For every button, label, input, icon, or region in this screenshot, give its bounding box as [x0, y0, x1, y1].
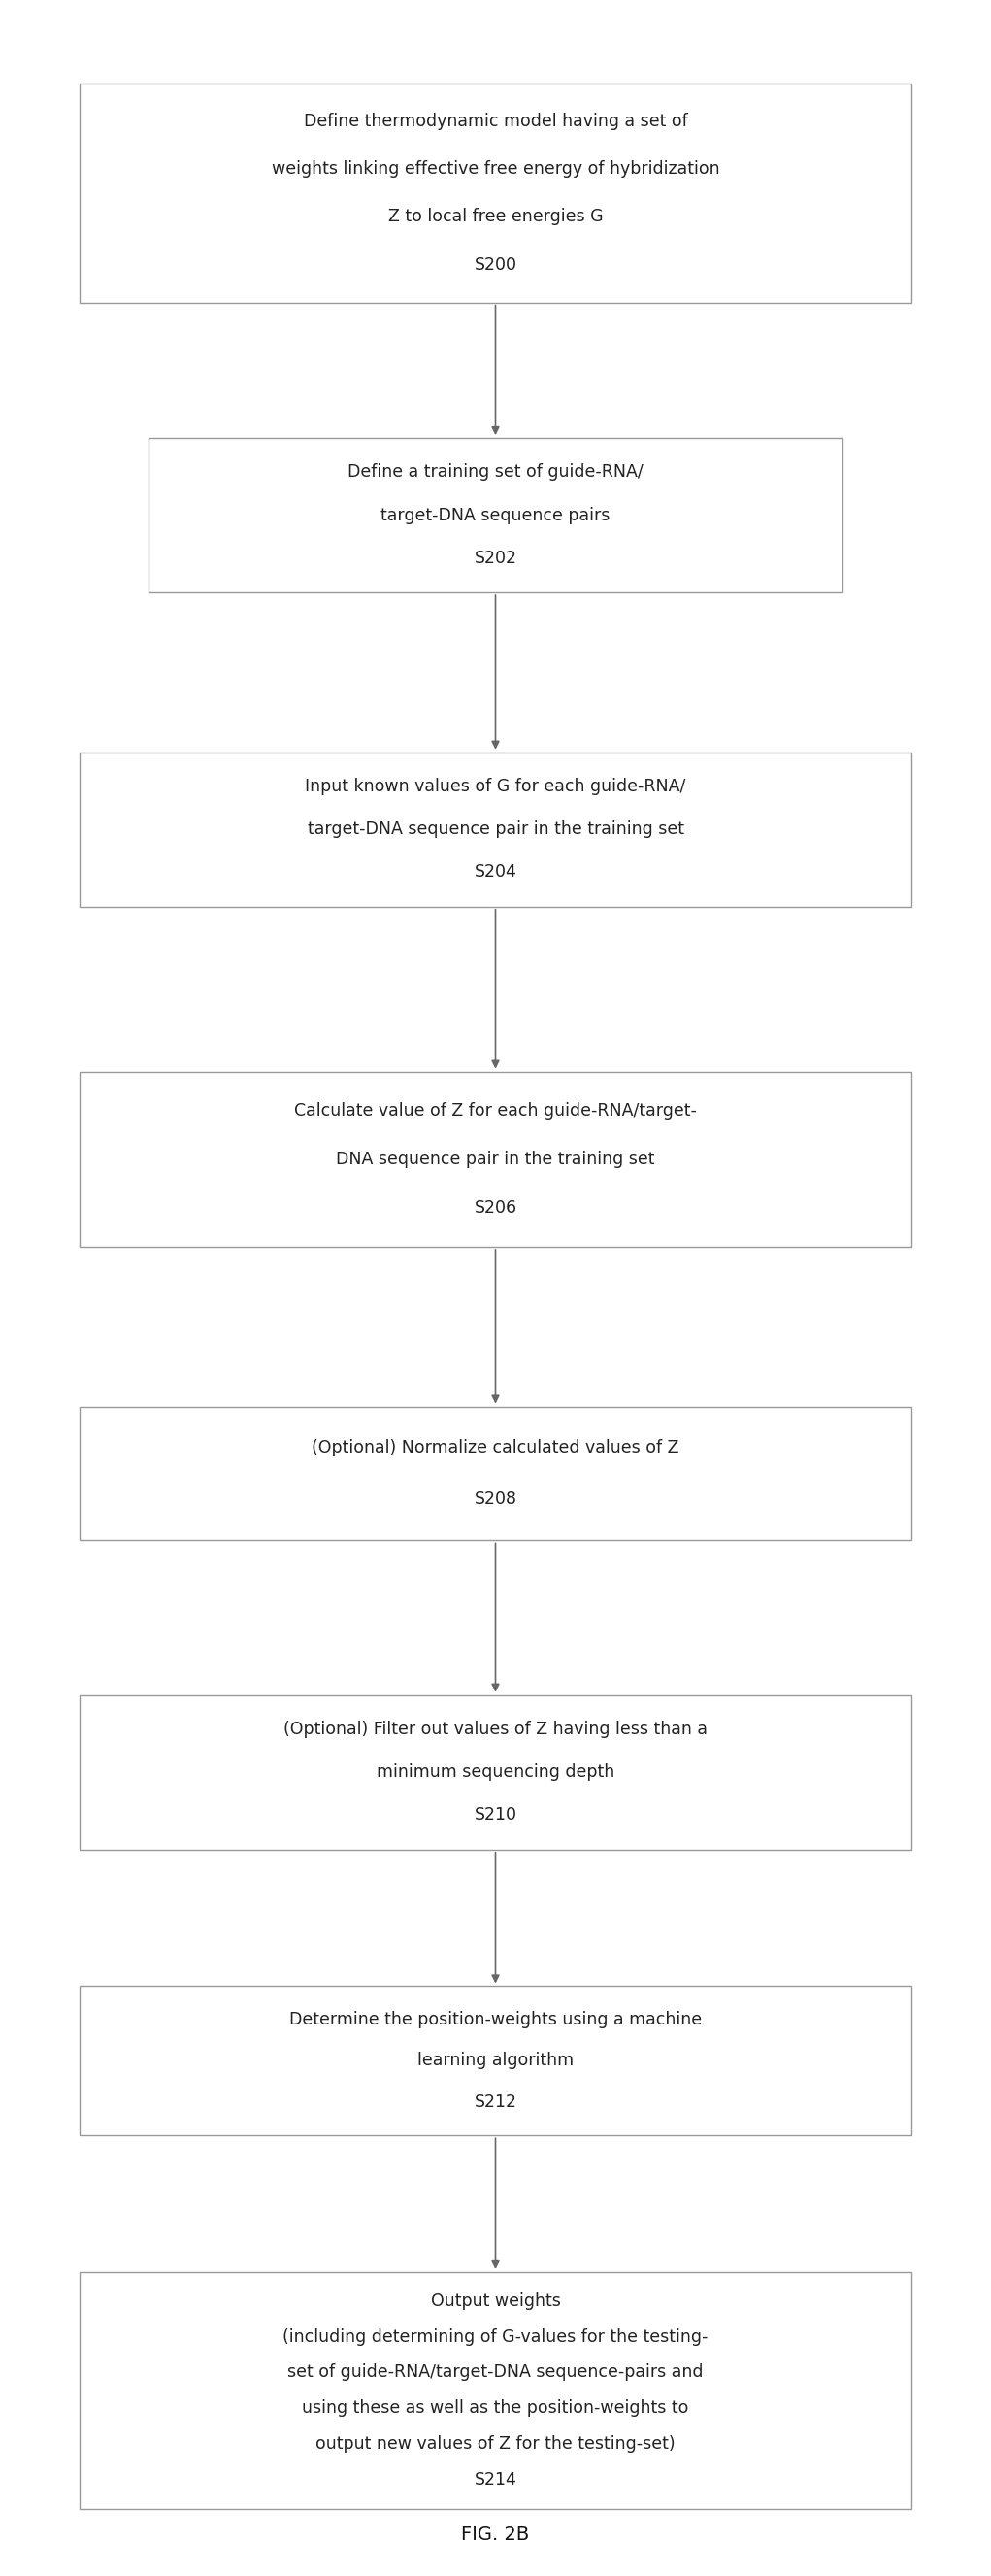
Text: S204: S204 [475, 863, 516, 881]
Text: S202: S202 [474, 549, 517, 567]
Text: Calculate value of Z for each guide-RNA/target-: Calculate value of Z for each guide-RNA/… [294, 1103, 697, 1121]
Text: S200: S200 [474, 255, 517, 273]
Text: using these as well as the position-weights to: using these as well as the position-weig… [302, 2401, 689, 2416]
Text: S206: S206 [474, 1198, 517, 1216]
Text: target-DNA sequence pairs: target-DNA sequence pairs [381, 507, 610, 523]
Text: minimum sequencing depth: minimum sequencing depth [377, 1765, 614, 1780]
Text: S210: S210 [474, 1806, 517, 1824]
Text: Define thermodynamic model having a set of: Define thermodynamic model having a set … [303, 113, 688, 131]
Text: DNA sequence pair in the training set: DNA sequence pair in the training set [336, 1151, 655, 1167]
Text: Output weights: Output weights [430, 2293, 561, 2311]
Text: S214: S214 [475, 2470, 516, 2488]
Text: Determine the position-weights using a machine: Determine the position-weights using a m… [289, 2009, 702, 2027]
Text: set of guide-RNA/target-DNA sequence-pairs and: set of guide-RNA/target-DNA sequence-pai… [287, 2365, 704, 2380]
Text: target-DNA sequence pair in the training set: target-DNA sequence pair in the training… [307, 822, 684, 837]
FancyBboxPatch shape [79, 1072, 912, 1247]
FancyBboxPatch shape [79, 2272, 912, 2509]
Text: output new values of Z for the testing-set): output new values of Z for the testing-s… [315, 2437, 676, 2452]
Text: Z to local free energies G: Z to local free energies G [387, 209, 604, 227]
Text: (Optional) Filter out values of Z having less than a: (Optional) Filter out values of Z having… [283, 1721, 708, 1739]
Text: Input known values of G for each guide-RNA/: Input known values of G for each guide-R… [305, 778, 686, 796]
FancyBboxPatch shape [79, 752, 912, 907]
Text: FIG. 2B: FIG. 2B [462, 2524, 529, 2545]
FancyBboxPatch shape [149, 438, 842, 592]
FancyBboxPatch shape [79, 82, 912, 301]
Text: (Optional) Normalize calculated values of Z: (Optional) Normalize calculated values o… [312, 1440, 679, 1455]
FancyBboxPatch shape [79, 1695, 912, 1850]
FancyBboxPatch shape [79, 1406, 912, 1540]
Text: weights linking effective free energy of hybridization: weights linking effective free energy of… [272, 160, 719, 178]
FancyBboxPatch shape [79, 1986, 912, 2136]
Text: (including determining of G-values for the testing-: (including determining of G-values for t… [282, 2329, 709, 2344]
Text: S208: S208 [474, 1492, 517, 1507]
Text: learning algorithm: learning algorithm [417, 2053, 574, 2069]
Text: S212: S212 [474, 2094, 517, 2112]
Text: Define a training set of guide-RNA/: Define a training set of guide-RNA/ [348, 464, 643, 482]
